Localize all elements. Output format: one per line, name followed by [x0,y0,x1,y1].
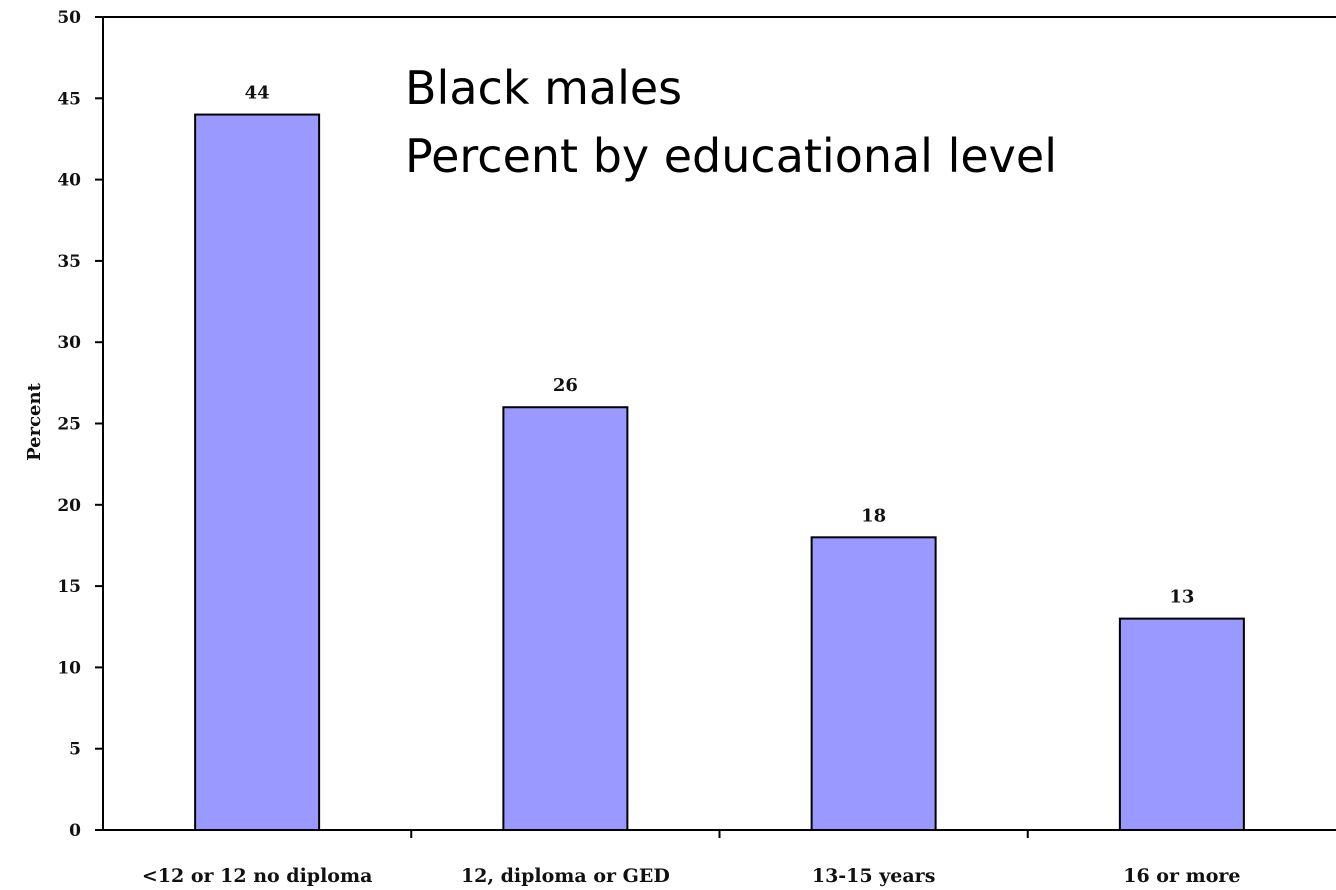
bar [1118,617,1245,831]
data-label: 18 [861,505,886,526]
bar [194,113,321,831]
data-label: 13 [1169,587,1194,608]
x-tick-label: 16 or more [1123,865,1240,887]
y-tick-label: 40 [57,171,81,191]
data-label: 44 [245,83,270,104]
y-tick-label: 15 [57,577,81,597]
x-tick-label: 12, diploma or GED [461,865,670,887]
labels: 44 <12 or 12 no diploma 26 12, diploma or G… [142,83,1241,887]
y-axis-title: Percent [24,382,45,460]
chart-title: Black males [405,61,682,115]
chart-subtitle: Percent by educational level [405,129,1057,183]
y-tick-label: 35 [57,252,81,272]
y-tick-label: 45 [57,89,81,109]
y-tick-label: 5 [69,740,81,760]
x-tick-label: 13-15 years [812,865,936,887]
y-tick-label: 30 [57,333,81,353]
x-tick-label: <12 or 12 no diploma [142,865,373,887]
y-tick-label: 25 [57,415,81,435]
y-tick-label: 10 [57,658,81,678]
y-tick-label: 0 [69,821,81,841]
bar [502,406,629,831]
y-tick-label: 20 [57,496,81,516]
bars [194,113,1245,831]
y-tick-label: 50 [57,8,81,28]
data-label: 26 [553,375,578,396]
bar [810,536,937,831]
